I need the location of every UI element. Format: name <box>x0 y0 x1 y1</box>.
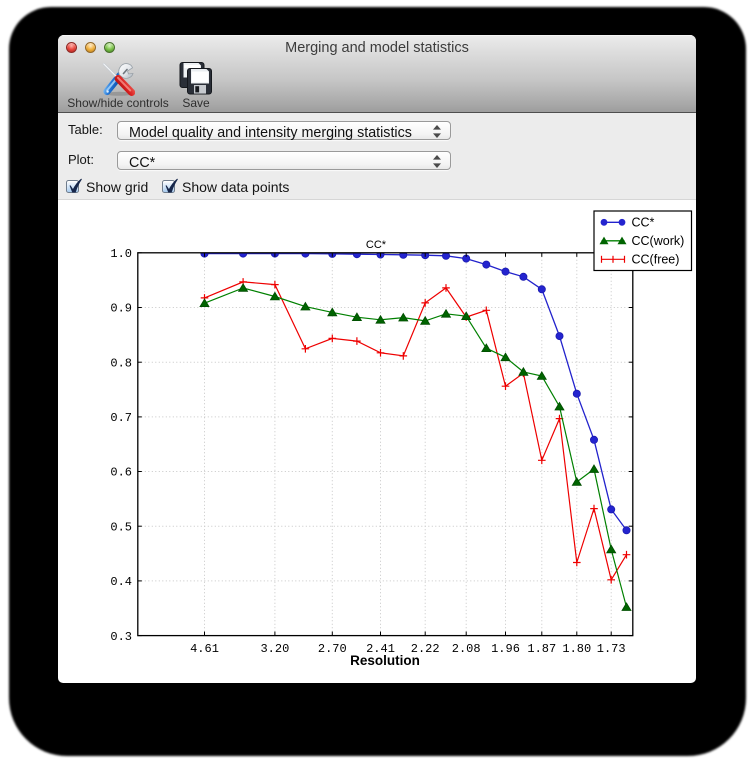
svg-text:0.5: 0.5 <box>110 520 132 534</box>
svg-text:CC(free): CC(free) <box>632 253 680 267</box>
svg-text:4.61: 4.61 <box>190 642 219 656</box>
svg-text:0.6: 0.6 <box>110 466 132 480</box>
svg-text:0.7: 0.7 <box>110 411 132 425</box>
svg-text:CC(work): CC(work) <box>632 234 685 248</box>
svg-text:Resolution: Resolution <box>350 653 420 668</box>
svg-text:1.96: 1.96 <box>491 642 520 656</box>
svg-text:0.8: 0.8 <box>110 356 132 370</box>
svg-text:1.0: 1.0 <box>110 247 132 261</box>
svg-text:3.20: 3.20 <box>260 642 289 656</box>
svg-text:0.9: 0.9 <box>110 302 132 316</box>
svg-text:1.87: 1.87 <box>527 642 556 656</box>
svg-text:1.80: 1.80 <box>562 642 591 656</box>
svg-text:0.3: 0.3 <box>110 630 132 644</box>
svg-text:2.70: 2.70 <box>318 642 347 656</box>
svg-text:2.22: 2.22 <box>411 642 440 656</box>
svg-text:0.4: 0.4 <box>110 575 132 589</box>
svg-text:2.08: 2.08 <box>452 642 481 656</box>
svg-text:CC*: CC* <box>632 216 655 230</box>
svg-text:2.41: 2.41 <box>366 642 395 656</box>
svg-text:1.73: 1.73 <box>597 642 626 656</box>
svg-text:CC*: CC* <box>366 239 387 251</box>
